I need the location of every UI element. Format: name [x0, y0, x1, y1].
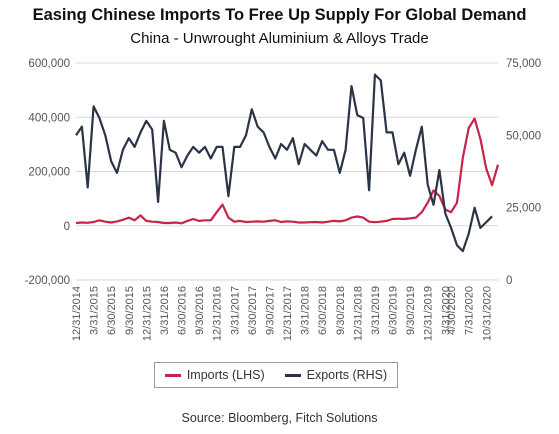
legend-label-imports: Imports (LHS) [186, 368, 265, 382]
exports-series-line [75, 73, 493, 253]
x-axis-tick-label: 4/30/2020 [446, 286, 458, 335]
x-axis-tick-label: 9/30/2015 [124, 286, 136, 335]
right-axis-tick-label: 50,000 [506, 130, 541, 142]
x-axis-tick-label: 12/31/2015 [141, 286, 153, 341]
x-axis-tick-label: 3/31/2020 [440, 286, 452, 335]
x-axis-tick-label: 12/31/2017 [282, 286, 294, 341]
x-axis-tick-label: 6/30/2018 [317, 286, 329, 335]
right-axis-tick-label: 0 [506, 275, 512, 287]
source-note: Source: Bloomberg, Fitch Solutions [181, 411, 378, 425]
x-axis-tick-label: 3/31/2015 [89, 286, 101, 335]
x-axis-tick-label: 3/31/2018 [300, 286, 312, 335]
x-axis-tick-label: 10/31/2020 [481, 286, 493, 341]
x-axis-tick-label: 7/31/2020 [464, 286, 476, 335]
x-axis-tick-label: 12/31/2014 [71, 286, 83, 341]
x-axis-tick-label: 6/30/2015 [106, 286, 118, 335]
x-axis-tick-label: 9/30/2018 [335, 286, 347, 335]
x-axis-tick-label: 12/31/2019 [423, 286, 435, 341]
left-axis-tick-label: 200,000 [28, 167, 70, 179]
left-axis-tick-labels: -200,000 0 200,000 400,000 600,000 [25, 58, 70, 287]
x-axis-tick-label: 3/31/2017 [229, 286, 241, 335]
gridlines [76, 62, 498, 281]
x-axis-tick-label: 9/30/2019 [405, 286, 417, 335]
x-axis-tick-label: 6/30/2019 [388, 286, 400, 335]
x-axis-tick-label: 3/31/2019 [370, 286, 382, 335]
x-axis-tick-labels: 12/31/2014 3/31/2015 6/30/2015 9/30/2015 12/… [71, 286, 493, 341]
x-axis-tick-label: 12/31/2018 [352, 286, 364, 341]
series-lines [75, 73, 500, 253]
legend: Imports (LHS) Exports (RHS) [154, 362, 398, 388]
x-axis-tick-label: 6/30/2017 [247, 286, 259, 335]
x-axis-tick-label: 9/30/2016 [194, 286, 206, 335]
imports-series-line [75, 117, 500, 225]
left-axis-tick-label: 0 [64, 221, 70, 233]
right-axis-tick-label: 75,000 [506, 58, 541, 70]
x-axis-tick-label: 9/30/2017 [264, 286, 276, 335]
left-axis-tick-label: -200,000 [25, 275, 70, 287]
legend-swatch-exports [284, 373, 301, 377]
chart-title: Easing Chinese Imports To Free Up Supply… [32, 6, 527, 24]
chart-subtitle: China - Unwrought Aluminium & Alloys Tra… [130, 30, 429, 47]
x-axis-tick-label: 3/31/2016 [159, 286, 171, 335]
left-axis-tick-label: 600,000 [28, 58, 70, 70]
right-axis-tick-label: 25,000 [506, 203, 541, 215]
legend-item-imports: Imports (LHS) [164, 368, 265, 382]
left-axis-tick-label: 400,000 [28, 112, 70, 124]
right-axis-tick-labels: 0 25,000 50,000 75,000 [506, 58, 541, 287]
x-axis-tick-label: 6/30/2016 [177, 286, 189, 335]
legend-swatch-imports [164, 373, 181, 377]
legend-item-exports: Exports (RHS) [284, 368, 388, 382]
legend-label-exports: Exports (RHS) [306, 368, 388, 382]
x-axis-tick-label: 12/31/2016 [212, 286, 224, 341]
